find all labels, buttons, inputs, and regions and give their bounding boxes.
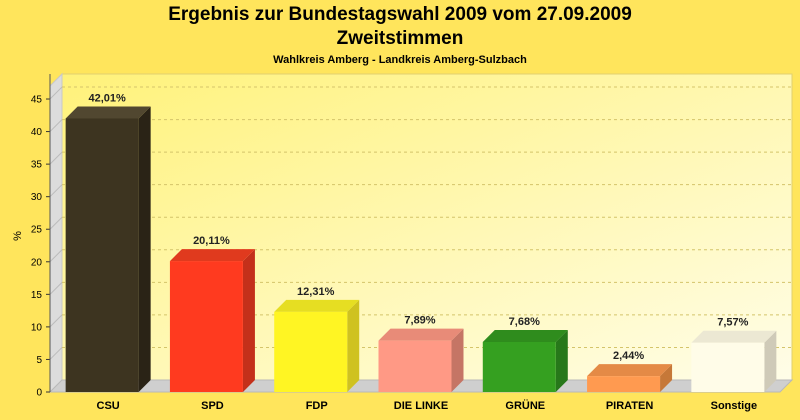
bar-fdp: 12,31% xyxy=(274,286,360,392)
bar-top xyxy=(378,328,464,341)
y-tick-label: 5 xyxy=(36,355,42,366)
y-tick-label: 40 xyxy=(31,127,43,138)
bar-side xyxy=(347,299,360,392)
x-tick-label: CSU xyxy=(97,400,120,412)
bar-top xyxy=(274,299,360,312)
bar-value-label: 7,68% xyxy=(509,316,540,328)
bar-sonstige: 7,57% xyxy=(691,317,777,392)
gridline-depth xyxy=(49,314,63,328)
x-tick-label: PIRATEN xyxy=(606,400,654,412)
bar xyxy=(65,118,139,392)
bar-side xyxy=(138,106,151,392)
gridline-depth xyxy=(49,347,63,360)
bar-top xyxy=(691,330,777,343)
x-tick-label: GRÜNE xyxy=(505,399,545,412)
y-tick-label: 0 xyxy=(36,388,42,399)
bar-csu: 42,01% xyxy=(65,92,151,392)
y-tick-label: 25 xyxy=(31,225,43,236)
bar-top xyxy=(65,106,151,119)
bar-value-label: 42,01% xyxy=(88,92,126,104)
bar-piraten: 2,44% xyxy=(587,350,673,392)
y-tick-label: 20 xyxy=(31,257,43,268)
bar-side xyxy=(764,330,777,392)
bar-side xyxy=(242,249,255,392)
bar-value-label: 12,31% xyxy=(297,286,335,298)
y-tick-label: 10 xyxy=(31,322,43,333)
chart-subtitle: Zweitstimmen xyxy=(336,28,464,49)
x-axis: CSU SPD FDP DIE LINKE GRÜNE PIRATEN Sonstige xyxy=(97,399,758,412)
bar-top xyxy=(169,249,255,262)
x-tick-label: Sonstige xyxy=(711,400,757,412)
bars: 42,01% 20,11% 12,31% 7,89% 7,68% 2,44% 7,57% xyxy=(65,92,777,392)
bar-value-label: 20,11% xyxy=(193,235,230,247)
y-axis-label: % xyxy=(12,231,24,241)
bar-top xyxy=(587,364,673,377)
bar-spd: 20,11% xyxy=(169,235,255,392)
bar xyxy=(587,376,661,392)
bar xyxy=(169,261,243,392)
gridline-depth xyxy=(49,216,63,230)
x-tick-label: SPD xyxy=(201,400,224,412)
bar-value-label: 2,44% xyxy=(613,350,644,362)
bar-top xyxy=(482,329,568,342)
x-tick-label: DIE LINKE xyxy=(394,400,448,412)
x-tick-label: FDP xyxy=(306,400,328,412)
gridline-depth xyxy=(49,119,63,132)
y-tick-label: 45 xyxy=(31,95,43,106)
bar xyxy=(482,341,556,392)
y-tick-label: 35 xyxy=(31,160,43,171)
chart-title: Ergebnis zur Bundestagswahl 2009 vom 27.… xyxy=(168,4,632,25)
gridline-depth xyxy=(49,86,63,100)
y-axis: 0 5 10 15 20 25 30 35 40 45 xyxy=(31,74,51,399)
bar xyxy=(691,342,765,392)
gridline-depth xyxy=(49,184,63,198)
bar xyxy=(274,311,348,392)
bar-side xyxy=(555,329,568,392)
y-tick-label: 30 xyxy=(31,192,43,203)
bar-value-label: 7,89% xyxy=(404,315,435,327)
bar-side xyxy=(660,364,673,392)
bar xyxy=(378,340,452,392)
bar-value-label: 7,57% xyxy=(717,317,748,329)
gridline-depth xyxy=(49,281,63,295)
bar-grüne: 7,68% xyxy=(482,316,568,392)
bar-side xyxy=(451,328,464,392)
gridline-depth xyxy=(49,249,63,263)
chart-subsubtitle: Wahlkreis Amberg - Landkreis Amberg-Sulz… xyxy=(273,54,527,66)
bar-die-linke: 7,89% xyxy=(378,315,464,392)
gridline-depth xyxy=(49,151,63,165)
y-tick-label: 15 xyxy=(31,290,43,301)
